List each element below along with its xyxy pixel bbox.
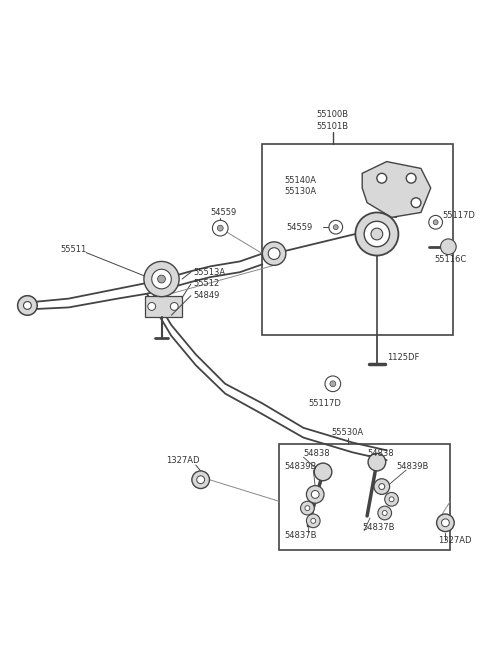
Circle shape (157, 275, 166, 283)
Polygon shape (362, 162, 431, 217)
Bar (145, 295, 182, 317)
Text: 55116C: 55116C (435, 255, 467, 264)
Circle shape (192, 471, 209, 489)
Circle shape (442, 519, 449, 527)
Circle shape (364, 221, 390, 247)
Circle shape (411, 198, 421, 208)
Text: 55512: 55512 (194, 280, 220, 288)
Circle shape (368, 453, 386, 471)
Circle shape (24, 301, 31, 309)
Circle shape (152, 269, 171, 289)
Text: 55511: 55511 (60, 245, 87, 254)
Circle shape (311, 518, 316, 523)
Circle shape (437, 514, 454, 532)
Circle shape (300, 501, 314, 515)
Circle shape (312, 491, 319, 498)
Circle shape (333, 225, 338, 230)
Circle shape (382, 510, 387, 515)
Text: 1125DF: 1125DF (387, 353, 419, 362)
Circle shape (374, 479, 390, 495)
Circle shape (329, 220, 343, 234)
Circle shape (378, 506, 392, 520)
Circle shape (355, 212, 398, 255)
Text: 54839B: 54839B (396, 462, 429, 470)
Circle shape (371, 228, 383, 240)
Circle shape (306, 485, 324, 503)
Circle shape (379, 483, 384, 489)
Circle shape (377, 174, 387, 183)
Text: 54837B: 54837B (362, 523, 395, 533)
Text: 1327AD: 1327AD (167, 456, 200, 464)
Circle shape (268, 248, 280, 259)
Text: 54559: 54559 (210, 208, 237, 217)
Circle shape (217, 225, 223, 231)
Text: 55117D: 55117D (308, 399, 341, 408)
Circle shape (429, 215, 443, 229)
Circle shape (144, 261, 179, 297)
Circle shape (170, 303, 178, 310)
Text: 55130A: 55130A (284, 187, 316, 196)
Circle shape (213, 220, 228, 236)
Circle shape (148, 303, 156, 310)
Circle shape (325, 376, 341, 392)
Circle shape (389, 497, 394, 502)
Circle shape (197, 476, 204, 483)
Text: 54839B: 54839B (284, 462, 316, 470)
Text: 1327AD: 1327AD (439, 536, 472, 545)
Text: 55530A: 55530A (332, 428, 363, 438)
Circle shape (305, 506, 310, 510)
Circle shape (18, 295, 37, 315)
Circle shape (406, 174, 416, 183)
Text: 55101B: 55101B (317, 122, 349, 131)
Text: 54837B: 54837B (284, 531, 316, 540)
Circle shape (441, 239, 456, 255)
Text: 55140A: 55140A (284, 176, 316, 185)
Bar (263, 144, 453, 335)
Text: 55513A: 55513A (194, 268, 226, 276)
Text: 54838: 54838 (303, 449, 330, 458)
Circle shape (330, 381, 336, 386)
Circle shape (314, 463, 332, 481)
Text: 54559: 54559 (287, 223, 313, 232)
Text: 54838: 54838 (367, 449, 394, 458)
Circle shape (263, 242, 286, 265)
Text: 55117D: 55117D (443, 211, 475, 220)
Bar (279, 445, 450, 550)
Circle shape (433, 220, 438, 225)
Circle shape (384, 493, 398, 506)
Text: 54849: 54849 (194, 291, 220, 300)
Text: 55100B: 55100B (317, 110, 349, 119)
Circle shape (306, 514, 320, 528)
